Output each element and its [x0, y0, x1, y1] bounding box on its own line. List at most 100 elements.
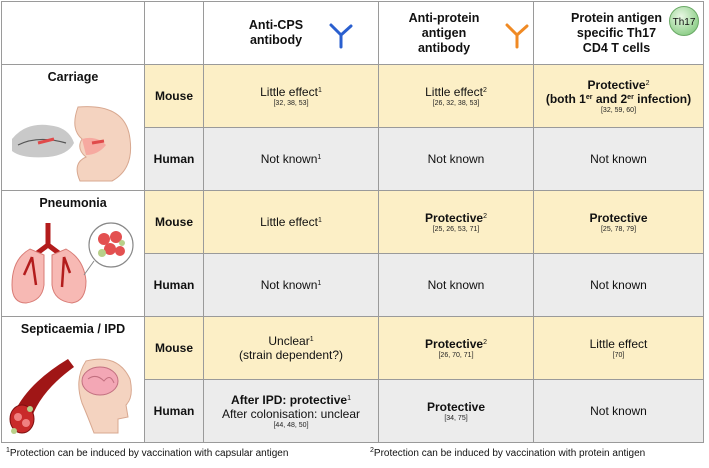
- header-th17-line1: Protein antigen: [571, 10, 662, 25]
- sept-title: Septicaemia / IPD: [20, 322, 126, 336]
- cell-text: Not known: [260, 152, 318, 166]
- cell-text: (both 1: [545, 91, 586, 106]
- carriage-human-th17: Not known: [533, 127, 704, 191]
- carriage-title: Carriage: [47, 70, 99, 84]
- footnote-mark: 1: [6, 447, 10, 454]
- cell-text: Protective: [425, 336, 484, 351]
- sept-mouse-row: Septicaemia / IPD Mouse Unclear1 (strain…: [1, 316, 704, 443]
- cell-text: Little effect: [260, 215, 318, 229]
- footnote-text: Protection can be induced by vaccination…: [373, 448, 646, 459]
- references: [25, 78, 79]: [600, 225, 637, 233]
- footnote-mark: 2: [645, 79, 650, 87]
- footnote-mark: 2: [482, 86, 487, 94]
- footnote-mark: 2: [370, 447, 374, 454]
- cell-text: infection): [633, 91, 692, 106]
- pneumonia-human-cps: Not known1: [203, 253, 379, 317]
- species-mouse-label: Mouse: [144, 316, 204, 380]
- references: [32, 59, 60]: [600, 106, 637, 114]
- sept-human-protein: Protective [34, 75]: [378, 379, 534, 443]
- cell-text: Protective: [425, 210, 484, 225]
- pneumonia-mouse-row: Pneumonia Mouse Little effect1 Protectiv…: [1, 190, 704, 317]
- pneumonia-mouse-cps: Little effect1: [203, 190, 379, 254]
- lungs-icon: [11, 222, 134, 304]
- footnote-mark: 1: [309, 336, 314, 343]
- cell-text: Little effect: [425, 84, 483, 99]
- cell-text: After IPD: protective: [231, 392, 348, 407]
- carriage-human-row: Human Not known1 Not known Not known: [2, 127, 704, 191]
- blood-vessel-head-icon: [9, 358, 132, 434]
- species-mouse-label: Mouse: [144, 190, 204, 254]
- references: [34, 75]: [444, 414, 468, 422]
- pneumonia-disease-cell: Pneumonia: [1, 190, 145, 317]
- header-anti-protein-line1: Anti-protein: [408, 10, 480, 25]
- sept-human-row: Human After IPD: protective1 After colon…: [2, 379, 704, 443]
- sept-human-th17: Not known: [533, 379, 704, 443]
- species-human-label: Human: [144, 253, 204, 317]
- sept-mouse-protein: Protective2 [26, 70, 71]: [378, 316, 534, 380]
- header-anti-protein-line3: antibody: [417, 40, 471, 55]
- pneumonia-mouse-th17: Protective [25, 78, 79]: [533, 190, 704, 254]
- cell-text: Not known: [260, 278, 318, 292]
- cell-text: Protective: [426, 399, 486, 414]
- ordinal-mark: er: [627, 93, 634, 101]
- header-anti-cps: Anti-CPS antibody: [203, 1, 379, 65]
- sept-disease-cell: Septicaemia / IPD: [1, 316, 145, 443]
- footnote-2: 2Protection can be induced by vaccinatio…: [370, 447, 646, 459]
- pneumonia-human-row: Human Not known1 Not known Not known: [2, 253, 704, 317]
- header-anti-protein: Anti-protein antigen antibody: [378, 1, 534, 65]
- carriage-mouse-cps: Little effect1 [32, 38, 53]: [203, 64, 379, 128]
- footnote-mark: 2: [483, 338, 487, 346]
- footnote-1: 1Protection can be induced by vaccinatio…: [6, 447, 289, 459]
- pneumonia-human-protein: Not known: [378, 253, 534, 317]
- sept-human-cps: After IPD: protective1 After colonisatio…: [203, 379, 379, 443]
- cell-text: Protective: [589, 210, 648, 225]
- cell-text: (strain dependent?): [238, 348, 344, 362]
- comparison-table: Anti-CPS antibody Anti-protein antigen a…: [1, 1, 704, 443]
- references: [26, 70, 71]: [438, 351, 474, 359]
- species-human-label: Human: [144, 379, 204, 443]
- header-anti-protein-line2: antigen: [421, 25, 467, 40]
- th17-cell-icon: Th17: [669, 6, 699, 36]
- header-row: Anti-CPS antibody Anti-protein antigen a…: [1, 1, 704, 65]
- cell-text: and 2: [592, 91, 628, 106]
- corner-cell-2: [144, 1, 204, 65]
- pneumonia-mouse-protein: Protective2 [25, 26, 53, 71]: [378, 190, 534, 254]
- references: [70]: [612, 351, 625, 359]
- carriage-mouse-protein: Little effect2 [26, 32, 38, 53]: [378, 64, 534, 128]
- footnote-text: Protection can be induced by vaccination…: [9, 448, 289, 459]
- carriage-mouse-th17: Protective2 (both 1er and 2er infection)…: [533, 64, 704, 128]
- cell-text: Little effect: [260, 84, 318, 99]
- references: [32, 38, 53]: [273, 99, 309, 107]
- carriage-human-protein: Not known: [378, 127, 534, 191]
- species-mouse-label: Mouse: [144, 64, 204, 128]
- footnote-mark: 1: [317, 280, 322, 287]
- cell-text: Little effect: [589, 336, 648, 351]
- footnote-mark: 1: [317, 154, 322, 161]
- cell-text: Unclear: [268, 334, 310, 348]
- header-th17-line2: specific Th17: [576, 25, 657, 40]
- carriage-disease-cell: Carriage: [1, 64, 145, 191]
- cell-text: After colonisation: unclear: [221, 406, 361, 421]
- th17-badge-label: Th17: [673, 17, 696, 28]
- cell-text: Protective: [587, 77, 646, 92]
- sept-mouse-cps: Unclear1 (strain dependent?): [203, 316, 379, 380]
- header-th17-line3: CD4 T cells: [582, 40, 651, 55]
- footnote-mark: 1: [317, 217, 322, 224]
- header-anti-cps-line1: Anti-CPS: [248, 18, 304, 32]
- carriage-mouse-row: Carriage Mouse Little effect1 [32, 38, 5…: [1, 64, 704, 191]
- footnote-mark: 1: [347, 394, 351, 402]
- antibody-orange-icon: [505, 23, 529, 49]
- references: [26, 32, 38, 53]: [432, 99, 480, 107]
- references: [25, 26, 53, 71]: [432, 225, 480, 233]
- pneumonia-human-th17: Not known: [533, 253, 704, 317]
- ordinal-mark: er: [585, 93, 593, 101]
- species-human-label: Human: [144, 127, 204, 191]
- footnote-mark: 2: [483, 212, 487, 220]
- nasal-anatomy-icon: [12, 106, 132, 182]
- header-th17: Protein antigen specific Th17 CD4 T cell…: [533, 1, 704, 65]
- header-anti-cps-line2: antibody: [249, 33, 303, 47]
- antibody-blue-icon: [329, 23, 353, 49]
- carriage-human-cps: Not known1: [203, 127, 379, 191]
- sept-mouse-th17: Little effect [70]: [533, 316, 704, 380]
- pneumonia-title: Pneumonia: [39, 196, 107, 210]
